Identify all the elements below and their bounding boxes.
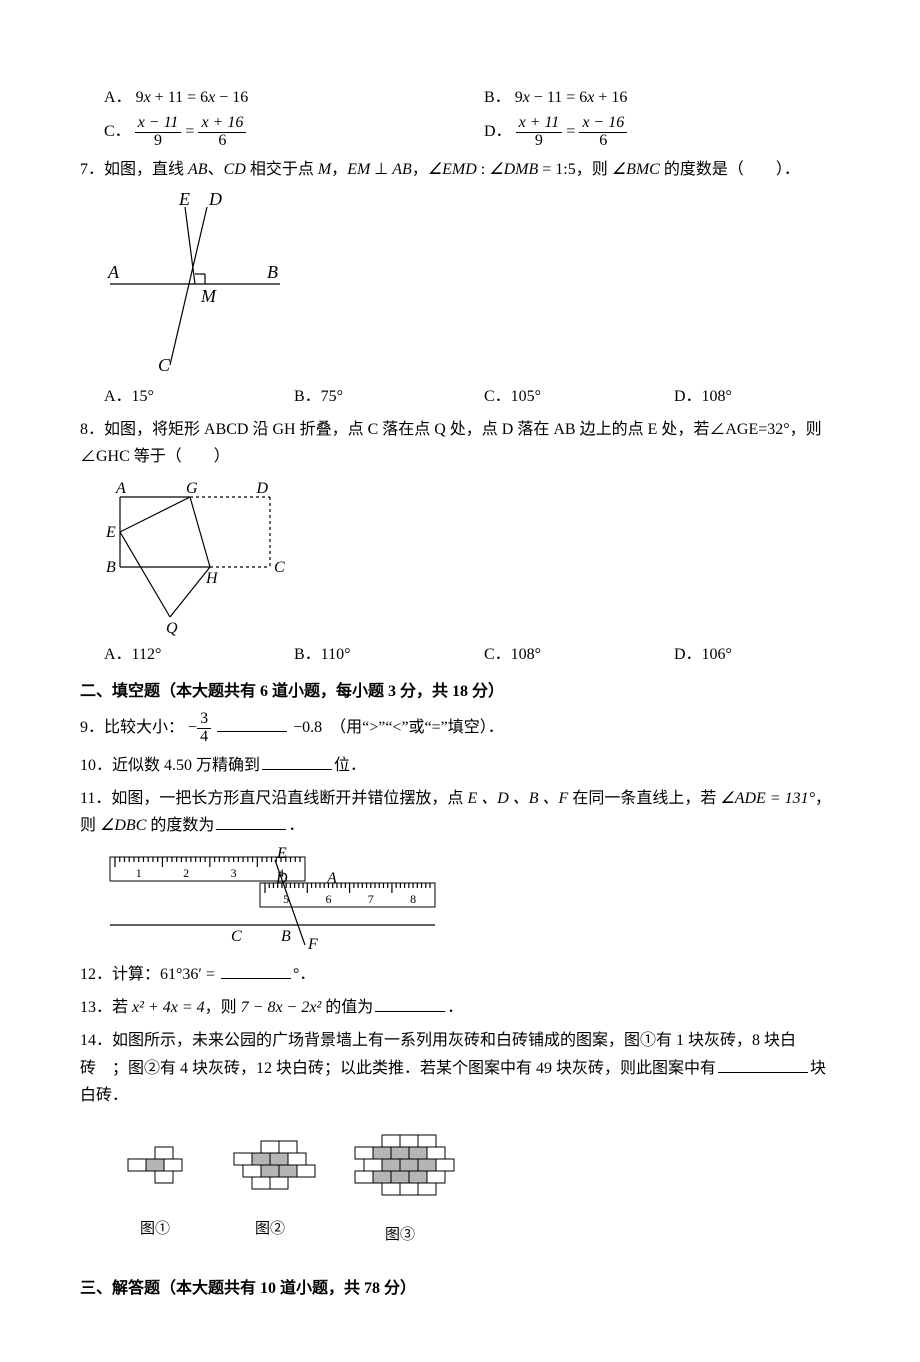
q6-option-b: B． 9x − 11 = 6x + 16 (484, 84, 864, 111)
q13: 13．若 x² + 4x = 4，则 7 − 8x − 2x² 的值为． (80, 994, 840, 1021)
svg-text:2: 2 (183, 866, 189, 880)
q8-opt-b: B．110° (294, 641, 484, 668)
svg-text:8: 8 (410, 892, 416, 906)
q6-option-c: C． x − 119 = x + 166 (104, 115, 484, 150)
svg-text:3: 3 (231, 866, 237, 880)
svg-text:图②: 图② (255, 1220, 285, 1237)
q6-option-d: D． x + 119 = x − 166 (484, 115, 864, 150)
q6-option-a: A． 9x + 11 = 6x − 16 (104, 84, 484, 111)
q7-options: A．15° B．75° C．105° D．108° (104, 383, 864, 410)
svg-text:E: E (178, 189, 190, 209)
q11-stem: 11．如图，一把长方形直尺沿直线断开并错位摆放，点 E 、D 、B 、F 在同一… (80, 785, 840, 839)
svg-text:7: 7 (368, 892, 374, 906)
svg-text:C: C (231, 928, 242, 945)
svg-text:Q: Q (166, 620, 178, 637)
q8-stem: 8．如图，将矩形 ABCD 沿 GH 折叠，点 C 落在点 Q 处，点 D 落在… (80, 416, 840, 470)
q14-blank[interactable] (718, 1056, 808, 1073)
svg-text:A: A (326, 870, 337, 887)
svg-text:图①: 图① (140, 1220, 170, 1237)
svg-text:D: D (275, 870, 288, 887)
opt-label: D． (484, 123, 512, 140)
svg-text:1: 1 (136, 866, 142, 880)
svg-text:C: C (158, 355, 171, 375)
q14-figure: 图① 图② 图③ (100, 1115, 840, 1265)
svg-text:F: F (307, 936, 318, 953)
q13-blank[interactable] (375, 995, 445, 1012)
svg-text:H: H (205, 570, 219, 587)
opt-b-expr: 9x − 11 = 6x + 16 (515, 89, 628, 106)
q8-opt-c: C．108° (484, 641, 674, 668)
q9: 9．比较大小： −34 −0.8 （用“>”“<”或“=”填空）． (80, 711, 840, 746)
q14-stem: 14．如图所示，未来公园的广场背景墙上有一系列用灰砖和白砖铺成的图案，图①有 1… (80, 1027, 840, 1109)
q12: 12．计算：61°36′ = °． (80, 961, 840, 988)
q8-opt-d: D．106° (674, 641, 864, 668)
q7-stem: 7．如图，直线 AB、CD 相交于点 M，EM ⊥ AB，∠EMD : ∠DMB… (80, 156, 840, 183)
svg-text:D: D (255, 480, 268, 497)
q7-opt-c: C．105° (484, 383, 674, 410)
svg-text:6: 6 (325, 892, 331, 906)
svg-text:E: E (105, 524, 116, 541)
opt-label: B． (484, 89, 511, 106)
q10-blank[interactable] (262, 753, 332, 770)
q6-options-row2: C． x − 119 = x + 166 D． x + 119 = x − 16… (80, 115, 864, 150)
section3-title: 三、解答题（本大题共有 10 道小题，共 78 分） (80, 1275, 840, 1302)
q11-blank[interactable] (216, 813, 286, 830)
svg-text:G: G (186, 480, 198, 497)
q8-figure: A G D E B H C Q (100, 477, 840, 637)
q8-options: A．112° B．110° C．108° D．106° (104, 641, 864, 668)
section2-title: 二、填空题（本大题共有 6 道小题，每小题 3 分，共 18 分） (80, 678, 840, 705)
svg-text:B: B (106, 559, 116, 576)
svg-text:A: A (107, 262, 120, 282)
q9-blank[interactable] (217, 715, 287, 732)
svg-text:E: E (276, 845, 287, 862)
q6-options-row1: A． 9x + 11 = 6x − 16 B． 9x − 11 = 6x + 1… (80, 84, 864, 111)
svg-text:图③: 图③ (385, 1226, 415, 1243)
opt-label: C． (104, 123, 131, 140)
opt-a-expr: 9x + 11 = 6x − 16 (136, 89, 249, 106)
q7-opt-a: A．15° (104, 383, 294, 410)
q7-figure: ED A B M C (100, 189, 840, 379)
q8-opt-a: A．112° (104, 641, 294, 668)
svg-text:C: C (274, 559, 285, 576)
q7-opt-b: B．75° (294, 383, 484, 410)
svg-text:A: A (115, 480, 126, 497)
q10: 10．近似数 4.50 万精确到位． (80, 752, 840, 779)
svg-text:B: B (281, 928, 291, 945)
svg-text:D: D (208, 189, 222, 209)
q7-opt-d: D．108° (674, 383, 864, 410)
svg-text:B: B (267, 262, 278, 282)
svg-text:M: M (200, 286, 217, 306)
q12-blank[interactable] (221, 962, 291, 979)
opt-label: A． (104, 89, 132, 106)
q11-figure: 12345678EDACBF (100, 845, 840, 955)
